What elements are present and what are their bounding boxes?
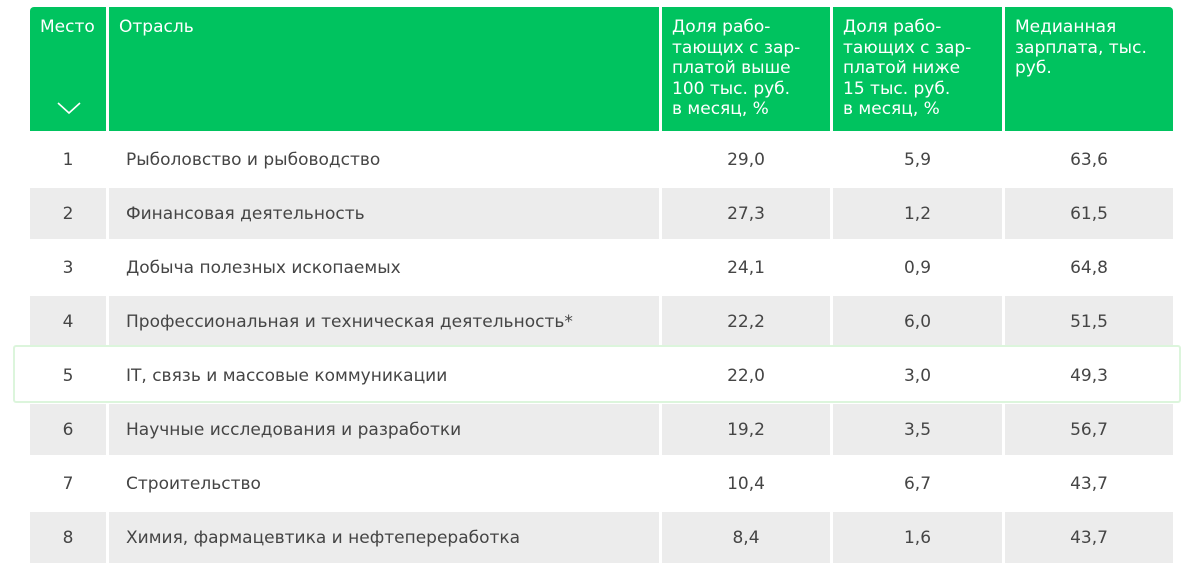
median-header: Медианная зарплата, тыс. руб.: [1005, 7, 1173, 131]
place-cell: 7: [62, 473, 74, 494]
table-row: 4 Профессиональная и техническая деятель…: [30, 296, 1173, 347]
share-below-cell: 6,7: [903, 473, 932, 494]
median-cell: 49,3: [1070, 365, 1108, 386]
share-below-cell: 3,0: [903, 365, 932, 386]
chevron-down-icon[interactable]: [56, 101, 82, 115]
median-cell: 43,7: [1005, 512, 1173, 563]
share-above-line: 100 тыс. руб.: [672, 78, 791, 99]
share-below-header: Доля рабо- тающих с зар- платой ниже 15 …: [833, 7, 1002, 131]
share-above-header: Доля рабо- тающих с зар- платой выше 100…: [662, 7, 830, 131]
industry-cell: Научные исследования и разработки: [109, 404, 659, 455]
share-below-line: платой ниже: [843, 58, 961, 78]
share-above-cell: 19,2: [662, 404, 830, 455]
median-cell: 43,7: [1070, 473, 1108, 494]
place-cell: 1: [62, 149, 74, 170]
place-cell: 5: [62, 365, 74, 386]
share-above-cell: 22,2: [662, 296, 830, 347]
place-cell: 4: [30, 296, 106, 347]
share-above-cell: 29,0: [727, 149, 765, 170]
sort-by-place-header[interactable]: Место: [30, 7, 106, 131]
table-row: 3 Добыча полезных ископаемых 24,1 0,9 64…: [30, 242, 1166, 293]
share-below-cell: 0,9: [903, 257, 932, 278]
table-row: 1 Рыболовство и рыбоводство 29,0 5,9 63,…: [30, 134, 1166, 185]
share-above-line: в месяц, %: [672, 99, 769, 119]
median-cell: 61,5: [1005, 188, 1173, 239]
table-row: 2 Финансовая деятельность 27,3 1,2 61,5: [30, 188, 1173, 239]
industry-header: Отрасль: [109, 7, 659, 131]
share-above-line: платой выше: [672, 58, 791, 78]
industry-header-label: Отрасль: [119, 17, 194, 37]
median-line: руб.: [1015, 58, 1052, 78]
table-header: Место Отрасль Доля рабо- тающих с зар- п…: [30, 7, 1173, 131]
share-below-cell: 5,9: [903, 149, 932, 170]
share-above-line: Доля рабо-: [672, 17, 771, 37]
share-below-line: в месяц, %: [843, 99, 940, 119]
share-above-cell: 22,0: [727, 365, 765, 386]
share-below-line: 15 тыс. руб.: [843, 78, 951, 99]
place-cell: 6: [30, 404, 106, 455]
share-above-cell: 10,4: [727, 473, 765, 494]
median-cell: 56,7: [1005, 404, 1173, 455]
median-line: зарплата, тыс.: [1015, 37, 1147, 58]
share-above-cell: 8,4: [662, 512, 830, 563]
table-row: 6 Научные исследования и разработки 19,2…: [30, 404, 1173, 455]
share-below-line: Доля рабо-: [843, 17, 942, 37]
share-above-cell: 24,1: [727, 257, 765, 278]
share-below-cell: 3,5: [833, 404, 1002, 455]
industry-cell: IT, связь и массовые коммуникации: [126, 365, 448, 386]
share-below-cell: 1,2: [833, 188, 1002, 239]
median-cell: 64,8: [1070, 257, 1108, 278]
industry-cell: Строительство: [126, 473, 261, 494]
median-cell: 51,5: [1005, 296, 1173, 347]
share-above-cell: 27,3: [662, 188, 830, 239]
share-below-cell: 1,6: [833, 512, 1002, 563]
table-row: 7 Строительство 10,4 6,7 43,7: [30, 458, 1166, 509]
table-row: 5 IT, связь и массовые коммуникации 22,0…: [30, 350, 1166, 401]
industry-cell: Добыча полезных ископаемых: [126, 257, 401, 278]
salary-table: Место Отрасль Доля рабо- тающих с зар- п…: [30, 7, 1173, 563]
industry-cell: Рыболовство и рыбоводство: [126, 149, 381, 170]
industry-cell: Финансовая деятельность: [109, 188, 659, 239]
industry-cell: Химия, фармацевтика и нефтепереработка: [109, 512, 659, 563]
industry-cell: Профессиональная и техническая деятельно…: [109, 296, 659, 347]
median-cell: 63,6: [1070, 149, 1108, 170]
place-header-label: Место: [40, 17, 95, 37]
share-above-line: тающих с зар-: [672, 37, 801, 58]
place-cell: 8: [30, 512, 106, 563]
share-below-line: тающих с зар-: [843, 37, 972, 58]
share-below-cell: 6,0: [833, 296, 1002, 347]
place-cell: 2: [30, 188, 106, 239]
table-row: 8 Химия, фармацевтика и нефтепереработка…: [30, 512, 1173, 563]
median-line: Медианная: [1015, 17, 1117, 37]
place-cell: 3: [62, 257, 74, 278]
